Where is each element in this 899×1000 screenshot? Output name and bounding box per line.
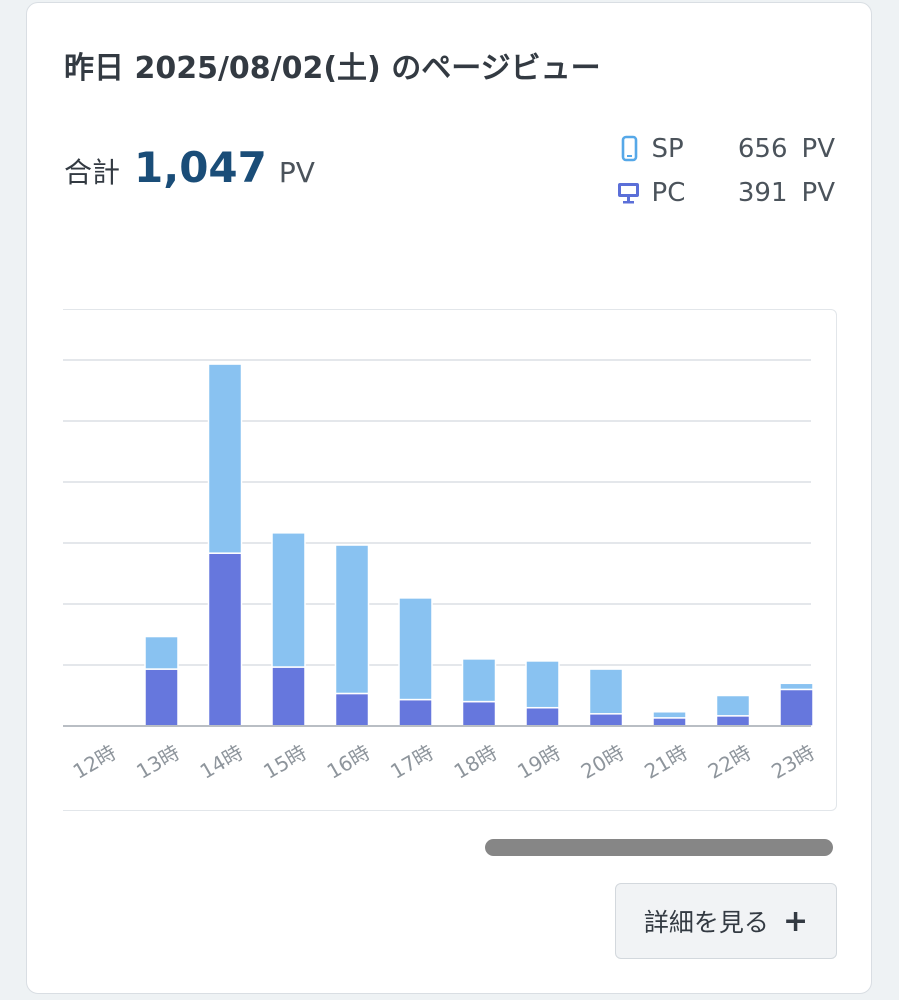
chart-bar-sp [715,694,751,717]
chart-bar-sp [652,711,687,719]
details-button[interactable]: 詳細を見る + [615,883,837,959]
chart-scrollbar[interactable] [485,839,833,856]
legend-pc-name: PC [651,178,686,208]
legend-sp-name: SP [651,134,684,164]
device-legend: SP 656 PV PC 391 PV [616,127,835,215]
chart-bar-sp [398,597,433,701]
legend-pc-unit: PV [801,178,835,208]
chart-bar-sp [271,532,306,668]
chart-x-tick: 17時 [386,740,437,784]
chart-bar-pc [271,666,306,727]
pageview-chart[interactable]: 12時 13時 14時 15時 16時 17時 18時 19時 20時 21時 22時 23時 [63,309,837,811]
legend-sp: SP 656 PV [616,127,835,171]
chart-bar-pc [144,668,179,727]
chart-x-tick: 20時 [577,740,628,784]
total-value: 1,047 [134,143,267,192]
chart-x-tick: 13時 [132,740,183,784]
chart-bar-pc [715,715,751,727]
chart-bar-pc [779,688,814,727]
chart-x-tick: 14時 [196,740,247,784]
chart-x-tick: 21時 [640,740,691,784]
chart-bar-pc [207,552,243,727]
chart-bar-pc [525,706,560,727]
legend-sp-value: 656 [737,134,788,164]
chart-bar-pc [398,698,433,727]
legend-sp-unit: PV [801,134,835,164]
chart-bar-pc [588,713,624,727]
monitor-icon [616,179,642,207]
chart-x-tick: 18時 [450,740,501,784]
pageview-card: 昨日 2025/08/02(土) のページビュー 合計 1,047 PV SP 65… [26,2,872,994]
chart-svg: 12時 13時 14時 15時 16時 17時 18時 19時 20時 21時 22時 23時 [63,359,819,784]
total-unit: PV [278,156,315,189]
smartphone-icon [616,135,642,163]
legend-pc-value: 391 [737,178,788,208]
chart-x-tick: 19時 [513,740,564,784]
chart-x-tick: 22時 [704,740,755,784]
chart-bar-sp [144,635,179,670]
chart-x-tick: 12時 [69,740,120,784]
chart-bar-sp [525,660,560,709]
chart-x-tick: 16時 [323,740,374,784]
chart-bar-pc [461,700,497,727]
card-title: 昨日 2025/08/02(土) のページビュー [64,51,601,86]
details-button-label: 詳細を見る [643,908,769,937]
chart-bar-pc [334,692,370,727]
chart-bar-sp [207,363,243,554]
chart-bar-sp [461,658,497,703]
chart-bar-pc [652,717,687,727]
chart-x-tick: 15時 [259,740,310,784]
plus-icon: + [782,903,809,939]
chart-bar-sp [334,544,370,695]
total-label: 合計 [64,156,121,189]
chart-bar-sp [779,682,814,691]
chart-x-tick: 23時 [767,740,818,784]
legend-pc: PC 391 PV [616,171,835,215]
total-pv: 合計 1,047 PV [64,143,315,192]
chart-bar-sp [588,668,624,715]
